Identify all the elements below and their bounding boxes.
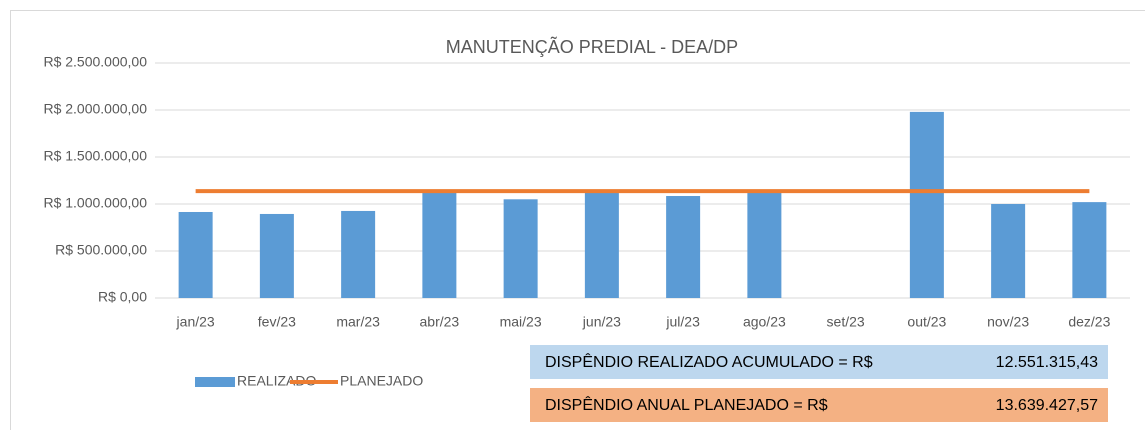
y-tick-label: R$ 2.500.000,00	[43, 54, 147, 70]
chart-frame	[10, 10, 1145, 430]
bar	[259, 213, 294, 298]
x-tick-label: fev/23	[258, 314, 296, 330]
x-tick-label: mai/23	[500, 314, 542, 330]
legend-label: PLANEJADO	[340, 373, 423, 389]
y-tick-label: R$ 500.000,00	[55, 242, 147, 258]
x-tick-label: jul/23	[665, 314, 700, 330]
summary-value: 13.639.427,57	[996, 397, 1098, 414]
bar	[747, 190, 782, 298]
summary-box	[530, 388, 1108, 422]
bar	[1072, 202, 1107, 298]
x-tick-label: jun/23	[582, 314, 621, 330]
x-tick-label: out/23	[907, 314, 946, 330]
y-tick-label: R$ 2.000.000,00	[43, 101, 147, 117]
x-tick-label: mar/23	[336, 314, 380, 330]
x-tick-label: set/23	[827, 314, 865, 330]
summary-box	[530, 345, 1108, 379]
x-tick-label: ago/23	[743, 314, 786, 330]
bar	[666, 196, 701, 298]
legend-swatch	[195, 377, 235, 387]
y-tick-label: R$ 0,00	[98, 289, 147, 305]
x-tick-label: nov/23	[987, 314, 1029, 330]
bar	[991, 204, 1026, 298]
summary-label: DISPÊNDIO REALIZADO ACUMULADO = R$	[545, 352, 873, 371]
x-tick-label: dez/23	[1068, 314, 1110, 330]
y-tick-label: R$ 1.000.000,00	[43, 195, 147, 211]
x-tick-label: jan/23	[176, 314, 215, 330]
legend-label: REALIZADO	[237, 373, 316, 389]
bar	[178, 211, 213, 298]
bar	[584, 190, 619, 298]
bar	[341, 210, 376, 298]
bar	[503, 199, 538, 298]
y-tick-label: R$ 1.500.000,00	[43, 148, 147, 164]
bar	[909, 111, 944, 298]
bar	[422, 190, 457, 298]
x-tick-label: abr/23	[420, 314, 460, 330]
chart-title: MANUTENÇÃO PREDIAL - DEA/DP	[446, 36, 738, 57]
summary-label: DISPÊNDIO ANUAL PLANEJADO = R$	[545, 395, 828, 414]
summary-value: 12.551.315,43	[996, 354, 1098, 371]
